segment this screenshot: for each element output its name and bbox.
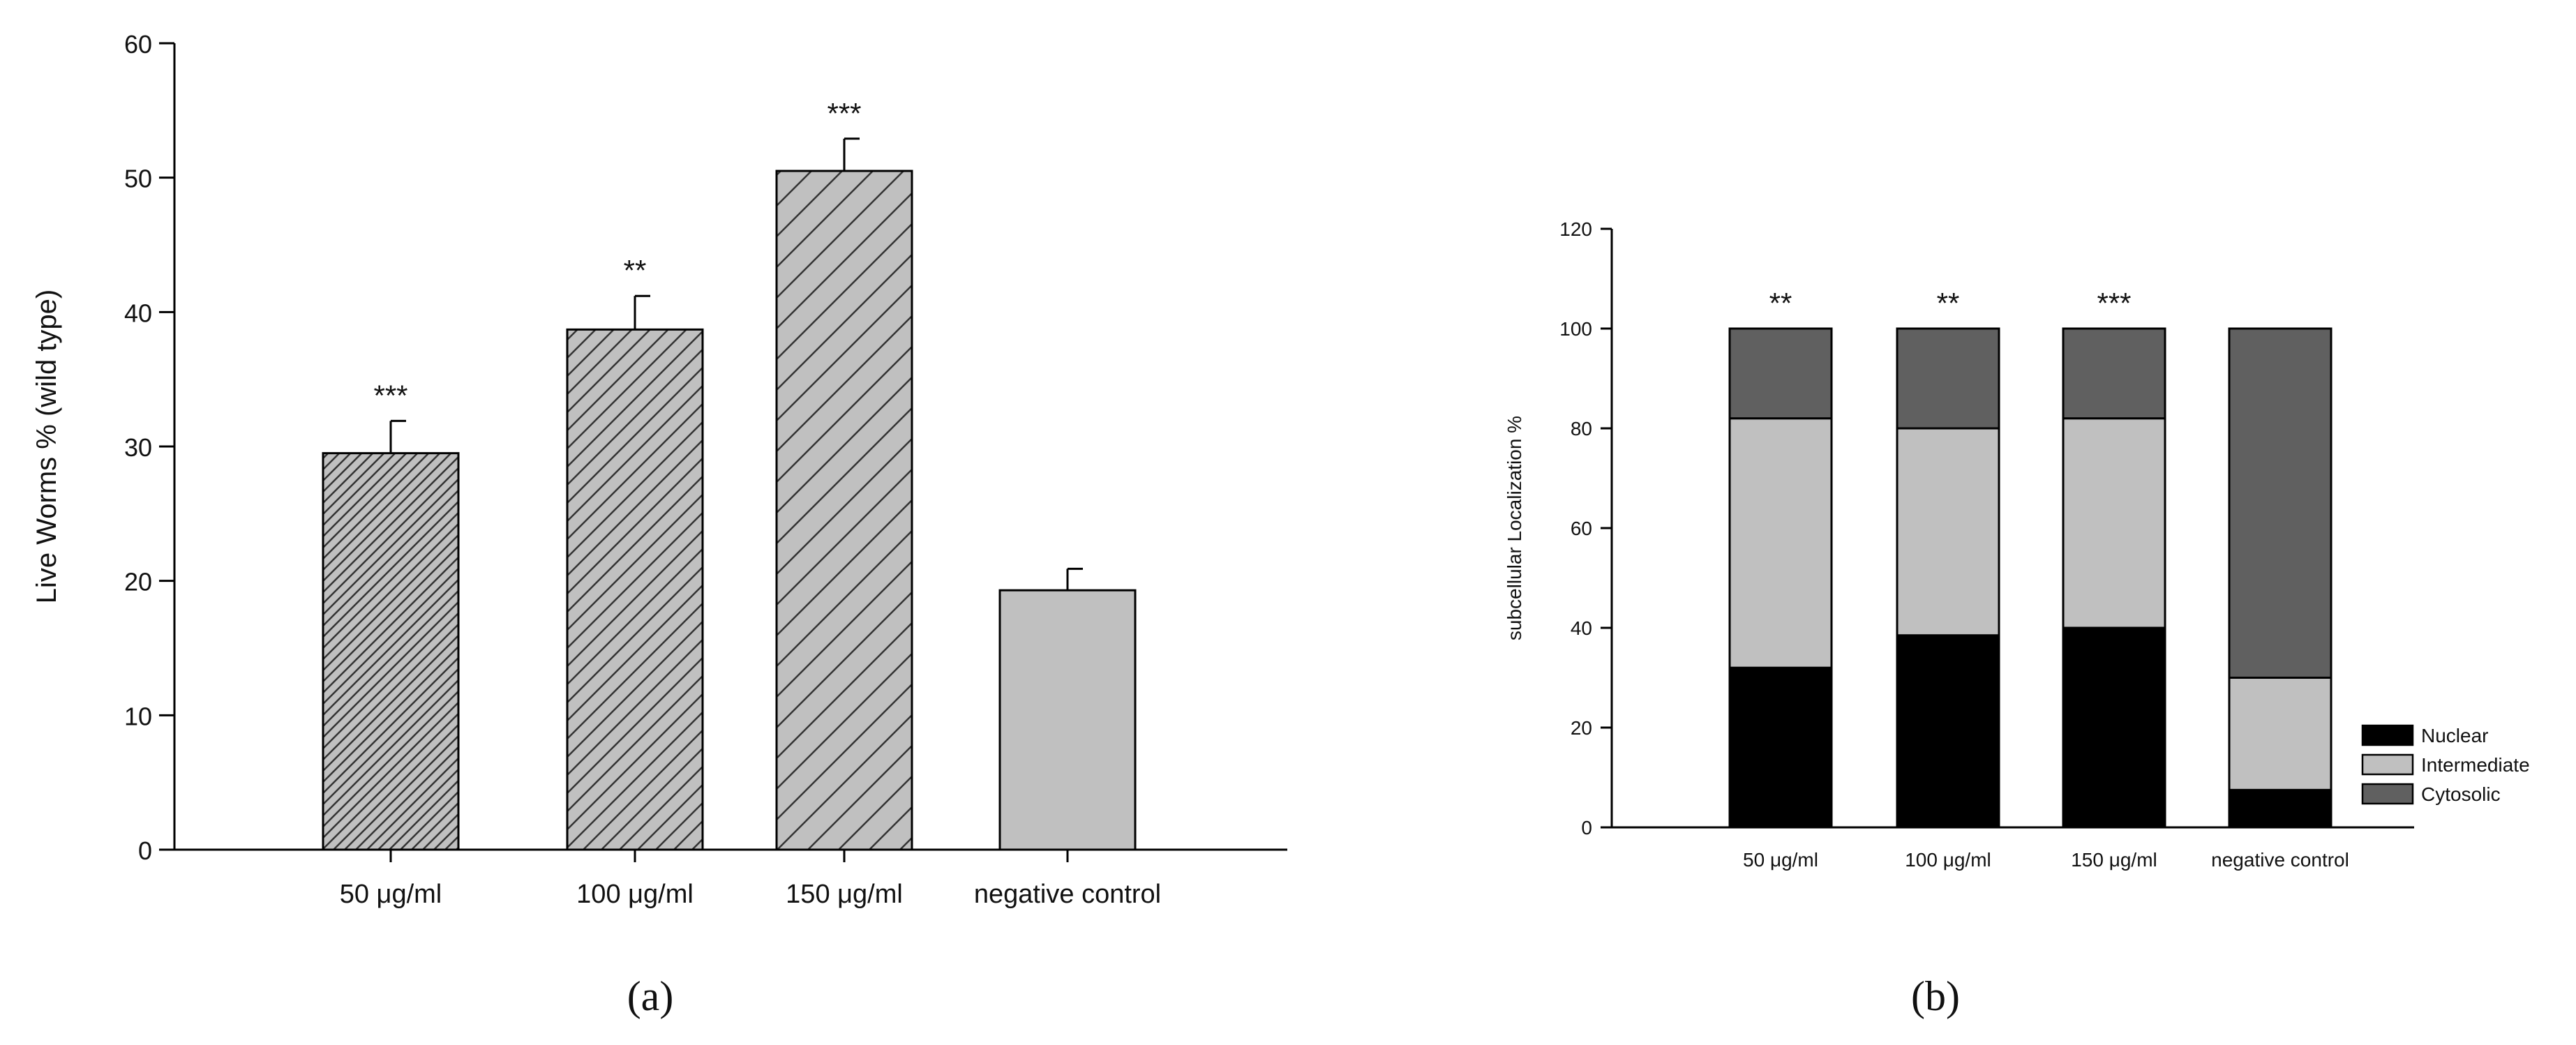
panel-a-y-tick-label: 50 — [124, 165, 152, 193]
panel-b-bar-segment — [2062, 417, 2166, 629]
panel-a-y-axis-label: Live Worms % (wild type) — [31, 290, 62, 603]
panel-a-y-ticks: 0 10 20 30 40 50 60 — [124, 30, 174, 865]
panel-a-x-tick-label: negative control — [974, 880, 1161, 909]
panel-a-y-tick-label: 20 — [124, 568, 152, 596]
panel-a-significance-label: *** — [827, 97, 861, 130]
panel-b-x-tick-label: 100 μg/ml — [1905, 849, 1991, 871]
panel-a-bar — [775, 170, 913, 851]
panel-b-x-tick-label: 50 μg/ml — [1743, 849, 1818, 871]
caption-b: (b) — [1911, 973, 1960, 1019]
panel-a-significance-label: *** — [373, 379, 407, 412]
panel-a-y-tick-label: 30 — [124, 433, 152, 462]
panel-b-legend-label: Nuclear — [2421, 725, 2488, 746]
panel-b-bar-segment — [2062, 626, 2166, 829]
panel-b-legend-swatch — [2361, 724, 2414, 746]
panel-b-y-tick-label: 80 — [1571, 418, 1592, 439]
panel-a-bar — [322, 452, 460, 851]
panel-a-bars: ******** — [322, 97, 1137, 851]
panel-b-y-ticks: 0 20 40 60 80 100 120 — [1559, 218, 1612, 839]
panel-b-legend: Nuclear Intermediate Cytosolic — [2361, 724, 2530, 805]
panel-a-x-tick-labels: 50 μg/ml 100 μg/ml 150 μg/ml negative contr… — [340, 850, 1161, 909]
panel-b-y-tick-label: 100 — [1559, 318, 1592, 340]
panel-b-stacked-bar-chart: subcellular Localization % 0 20 40 60 80 100 1… — [1504, 218, 2530, 871]
panel-a-bar — [998, 589, 1137, 851]
panel-b-significance-label: *** — [2097, 287, 2131, 319]
panel-a-x-tick-label: 100 μg/ml — [576, 880, 694, 909]
panel-b-bars: ** ** *** — [1728, 287, 2332, 829]
panel-b-y-tick-label: 40 — [1571, 617, 1592, 639]
panel-b-legend-label: Intermediate — [2421, 754, 2530, 776]
panel-b-y-tick-label: 120 — [1559, 218, 1592, 240]
panel-b-bar-segment — [1728, 666, 1833, 829]
panel-b-bar-segment — [1896, 634, 2000, 829]
panel-a-significance-label: ** — [624, 254, 647, 287]
panel-b-y-tick-label: 20 — [1571, 717, 1592, 739]
panel-a-y-tick-label: 0 — [138, 836, 152, 865]
panel-a-y-tick-label: 10 — [124, 702, 152, 730]
panel-b-y-axis-label: subcellular Localization % — [1504, 416, 1525, 640]
panel-a-y-tick-label: 40 — [124, 299, 152, 327]
panel-b-bar-segment — [2228, 677, 2332, 791]
panel-b-x-tick-labels: 50 μg/ml 100 μg/ml 150 μg/ml negative contr… — [1743, 849, 2349, 871]
panel-a-x-tick-label: 50 μg/ml — [340, 880, 442, 909]
panel-b-y-tick-label: 0 — [1581, 817, 1592, 839]
panel-b-legend-swatch — [2361, 783, 2414, 805]
panel-b-bar-segment — [2062, 327, 2166, 420]
panel-a-bar-chart: Live Worms % (wild type) 0 10 20 30 40 50 60 *… — [31, 30, 1287, 909]
panel-b-significance-label: ** — [1937, 287, 1960, 319]
panel-b-significance-label: ** — [1769, 287, 1792, 319]
panel-b-x-tick-label: 150 μg/ml — [2071, 849, 2157, 871]
panel-b-legend-swatch — [2361, 753, 2414, 776]
panel-b-bar-segment — [1896, 427, 2000, 637]
panel-a-y-tick-label: 60 — [124, 30, 152, 59]
panel-b-bar-segment — [1728, 417, 1833, 669]
panel-b-bar-segment — [1728, 327, 1833, 420]
panel-b-legend-label: Cytosolic — [2421, 783, 2501, 805]
panel-b-bar-segment — [2228, 788, 2332, 829]
panel-b-bar-segment — [1896, 327, 2000, 430]
panel-b-y-tick-label: 60 — [1571, 518, 1592, 539]
caption-a: (a) — [627, 973, 674, 1019]
panel-b-x-tick-label: negative control — [2211, 849, 2349, 871]
panel-b-bar-segment — [2228, 327, 2332, 679]
panel-a-x-tick-label: 150 μg/ml — [786, 880, 903, 909]
panel-a-bar — [566, 328, 704, 851]
